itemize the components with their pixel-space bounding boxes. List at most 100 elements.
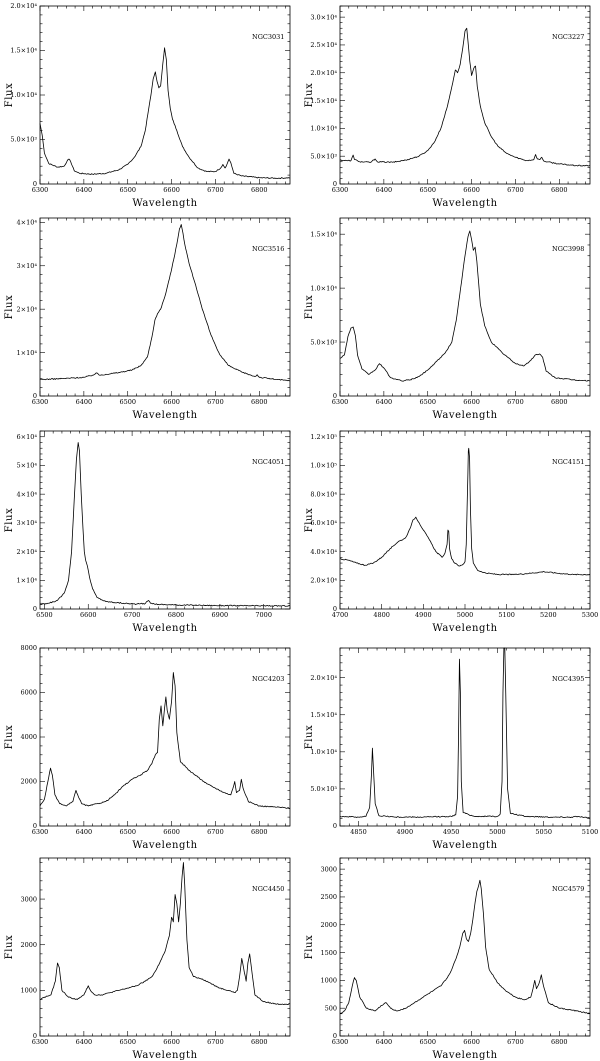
y-tick-label: 2.0×10⁴ bbox=[10, 2, 37, 10]
x-tick-label: 6300 bbox=[332, 398, 349, 406]
x-tick-label: 6500 bbox=[119, 828, 136, 836]
x-tick-label: 5000 bbox=[457, 611, 474, 619]
x-tick-label: 6700 bbox=[507, 398, 524, 406]
x-tick-label: 6700 bbox=[207, 186, 224, 194]
y-tick-label: 8000 bbox=[20, 644, 37, 652]
galaxy-name-label: NGC4450 bbox=[252, 885, 284, 893]
x-tick-label: 5200 bbox=[540, 611, 557, 619]
x-tick-label: 6400 bbox=[76, 398, 93, 406]
spectrum-line bbox=[339, 647, 591, 819]
spectrum-line bbox=[39, 672, 291, 809]
x-tick-label: 6300 bbox=[32, 398, 49, 406]
x-tick-label: 5100 bbox=[498, 611, 515, 619]
y-tick-label: 0 bbox=[333, 180, 337, 188]
spectrum-line bbox=[339, 230, 591, 382]
x-tick-label: 6600 bbox=[163, 186, 180, 194]
y-tick-label: 4×10⁴ bbox=[17, 490, 38, 498]
y-tick-label: 1.0×10⁵ bbox=[310, 462, 337, 470]
panel-ngc3227: 6300 6400 6500 6600 6700 6800 0 5.0×10³ 1.0×10⁴ 1… bbox=[304, 5, 591, 209]
y-tick-label: 6×10⁴ bbox=[17, 433, 38, 441]
y-axis-title: Flux bbox=[4, 295, 15, 320]
x-tick-label: 6700 bbox=[124, 611, 141, 619]
spectrum-line bbox=[39, 862, 291, 1005]
x-axis-title: Wavelength bbox=[132, 198, 197, 209]
panel-ngc4203: 6300 6400 6500 6600 6700 6800 0 2000 4000 6000 800… bbox=[4, 644, 291, 851]
y-tick-label: 8.0×10⁴ bbox=[310, 490, 337, 498]
x-tick-label: 6700 bbox=[207, 398, 224, 406]
x-axis-title: Wavelength bbox=[132, 623, 197, 634]
galaxy-name-label: NGC4203 bbox=[252, 675, 284, 683]
x-tick-label: 4900 bbox=[397, 828, 414, 836]
x-tick-label: 6400 bbox=[376, 186, 393, 194]
x-tick-label: 5000 bbox=[489, 828, 506, 836]
panel-ngc4450: 6300 6400 6500 6600 6700 6800 0 1000 2000 3000 Wav… bbox=[4, 857, 291, 1061]
y-tick-label: 2.5×10⁴ bbox=[310, 41, 337, 49]
y-tick-label: 1500 bbox=[320, 949, 337, 957]
x-tick-label: 6400 bbox=[76, 828, 93, 836]
y-tick-label: 1.0×10⁴ bbox=[10, 91, 37, 99]
y-tick-label: 1.2×10⁵ bbox=[310, 433, 337, 441]
x-tick-label: 4800 bbox=[373, 611, 390, 619]
y-tick-label: 1×10⁴ bbox=[17, 576, 38, 584]
x-tick-label: 6900 bbox=[212, 611, 229, 619]
x-tick-label: 5050 bbox=[535, 828, 552, 836]
x-tick-label: 6500 bbox=[119, 398, 136, 406]
y-tick-label: 1.5×10⁴ bbox=[10, 47, 37, 55]
x-tick-label: 6300 bbox=[32, 828, 49, 836]
galaxy-name-label: NGC3998 bbox=[552, 245, 584, 253]
plot-frame bbox=[39, 217, 291, 397]
x-tick-label: 6800 bbox=[551, 398, 568, 406]
y-tick-label: 5.0×10³ bbox=[310, 152, 337, 160]
panel-ngc3998: 6300 6400 6500 6600 6700 6800 0 5.0×10³ 1.0×10⁴ 1… bbox=[304, 217, 591, 421]
y-axis-title: Flux bbox=[304, 725, 315, 750]
y-axis-title: Flux bbox=[4, 935, 15, 960]
y-tick-label: 6000 bbox=[20, 689, 37, 697]
x-axis-title: Wavelength bbox=[432, 1050, 497, 1061]
plot-frame bbox=[39, 857, 291, 1037]
y-tick-label: 3×10⁴ bbox=[17, 262, 38, 270]
y-tick-label: 5×10⁴ bbox=[17, 462, 38, 470]
x-tick-label: 6500 bbox=[119, 186, 136, 194]
y-axis-title: Flux bbox=[304, 935, 315, 960]
x-tick-label: 6800 bbox=[251, 828, 268, 836]
x-tick-label: 6700 bbox=[507, 1038, 524, 1046]
galaxy-name-label: NGC4395 bbox=[552, 675, 584, 683]
y-tick-label: 4×10⁴ bbox=[17, 219, 38, 227]
y-axis-title: Flux bbox=[304, 508, 315, 533]
x-axis-title: Wavelength bbox=[432, 623, 497, 634]
y-tick-label: 0 bbox=[333, 1032, 337, 1040]
x-tick-label: 6700 bbox=[507, 186, 524, 194]
spectrum-line bbox=[339, 27, 591, 167]
x-tick-label: 6600 bbox=[80, 611, 97, 619]
spectrum-line bbox=[39, 47, 291, 179]
y-tick-label: 5.0×10³ bbox=[310, 338, 337, 346]
y-tick-label: 0 bbox=[333, 605, 337, 613]
y-tick-label: 2.0×10⁴ bbox=[310, 674, 337, 682]
x-tick-label: 5300 bbox=[582, 611, 599, 619]
x-tick-label: 4700 bbox=[332, 611, 349, 619]
y-tick-label: 0 bbox=[333, 392, 337, 400]
y-tick-label: 0 bbox=[33, 180, 37, 188]
y-axis-title: Flux bbox=[304, 295, 315, 320]
x-tick-label: 6600 bbox=[463, 1038, 480, 1046]
spectrum-line bbox=[339, 447, 591, 576]
y-tick-label: 4000 bbox=[20, 733, 37, 741]
y-tick-label: 3×10⁴ bbox=[17, 519, 38, 527]
spectrum-line bbox=[39, 224, 291, 382]
x-tick-label: 6400 bbox=[376, 398, 393, 406]
y-tick-label: 1.5×10⁴ bbox=[310, 230, 337, 238]
y-tick-label: 3000 bbox=[320, 865, 337, 873]
y-axis-title: Flux bbox=[4, 725, 15, 750]
y-tick-label: 1000 bbox=[20, 987, 37, 995]
x-tick-label: 7000 bbox=[255, 611, 272, 619]
y-tick-label: 2.0×10⁴ bbox=[310, 69, 337, 77]
galaxy-name-label: NGC4051 bbox=[252, 458, 284, 466]
y-axis-title: Flux bbox=[4, 508, 15, 533]
x-tick-label: 6500 bbox=[419, 398, 436, 406]
x-tick-label: 6700 bbox=[207, 828, 224, 836]
x-tick-label: 6800 bbox=[251, 1038, 268, 1046]
spectrum-line bbox=[39, 442, 291, 607]
x-tick-label: 6500 bbox=[36, 611, 53, 619]
y-tick-label: 2000 bbox=[320, 921, 337, 929]
